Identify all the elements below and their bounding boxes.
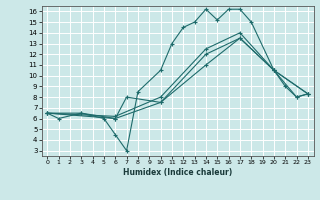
X-axis label: Humidex (Indice chaleur): Humidex (Indice chaleur) (123, 168, 232, 177)
